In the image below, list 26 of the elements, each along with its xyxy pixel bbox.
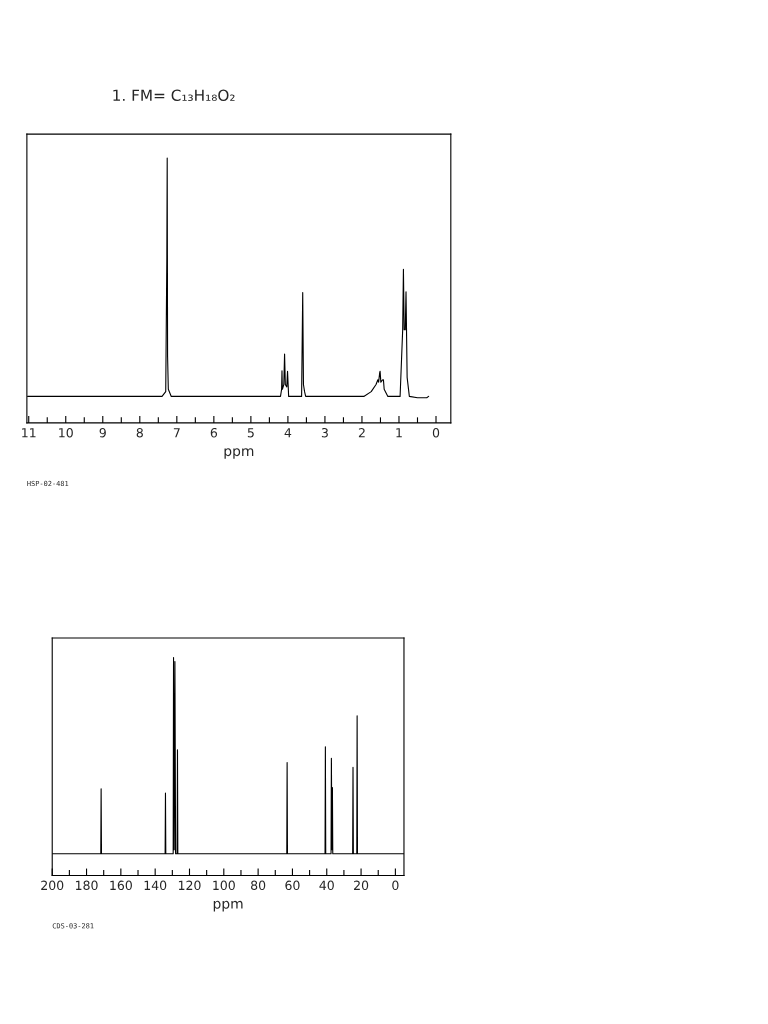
- x-tick-label: 60: [285, 880, 300, 891]
- x-tick-label: 11: [22, 428, 36, 438]
- x-tick-label: 9: [99, 427, 106, 438]
- x-tick-label: 20: [354, 880, 369, 891]
- x-tick-label: 40: [319, 880, 334, 891]
- x-tick-label: 80: [251, 880, 266, 891]
- x-tick-label: 4: [284, 428, 292, 438]
- x-tick-label: 0: [392, 880, 399, 891]
- x-tick-label: 6: [210, 427, 218, 438]
- x-tick-label: 1: [396, 428, 402, 438]
- x-tick-label: 140: [144, 880, 167, 891]
- x-axis-title: ppm: [213, 900, 243, 912]
- x-tick-label: 5: [247, 428, 254, 438]
- x-tick-label: 0: [432, 427, 440, 438]
- x-tick-label: 200: [41, 880, 64, 891]
- x-axis-title: ppm: [224, 448, 254, 459]
- chart-title: 1. FM= C₁₃H₁₈O₂: [113, 89, 235, 102]
- x-tick-label: 2: [358, 427, 365, 438]
- x-tick-label: 120: [178, 880, 201, 891]
- x-tick-label: 7: [173, 428, 180, 438]
- x-tick-label: 10: [59, 427, 73, 438]
- x-tick-label: 180: [75, 880, 98, 891]
- x-tick-label: 8: [136, 427, 143, 438]
- x-tick-label: 3: [321, 427, 328, 438]
- x-tick-label: 100: [213, 880, 235, 891]
- x-tick-label: 160: [110, 880, 132, 891]
